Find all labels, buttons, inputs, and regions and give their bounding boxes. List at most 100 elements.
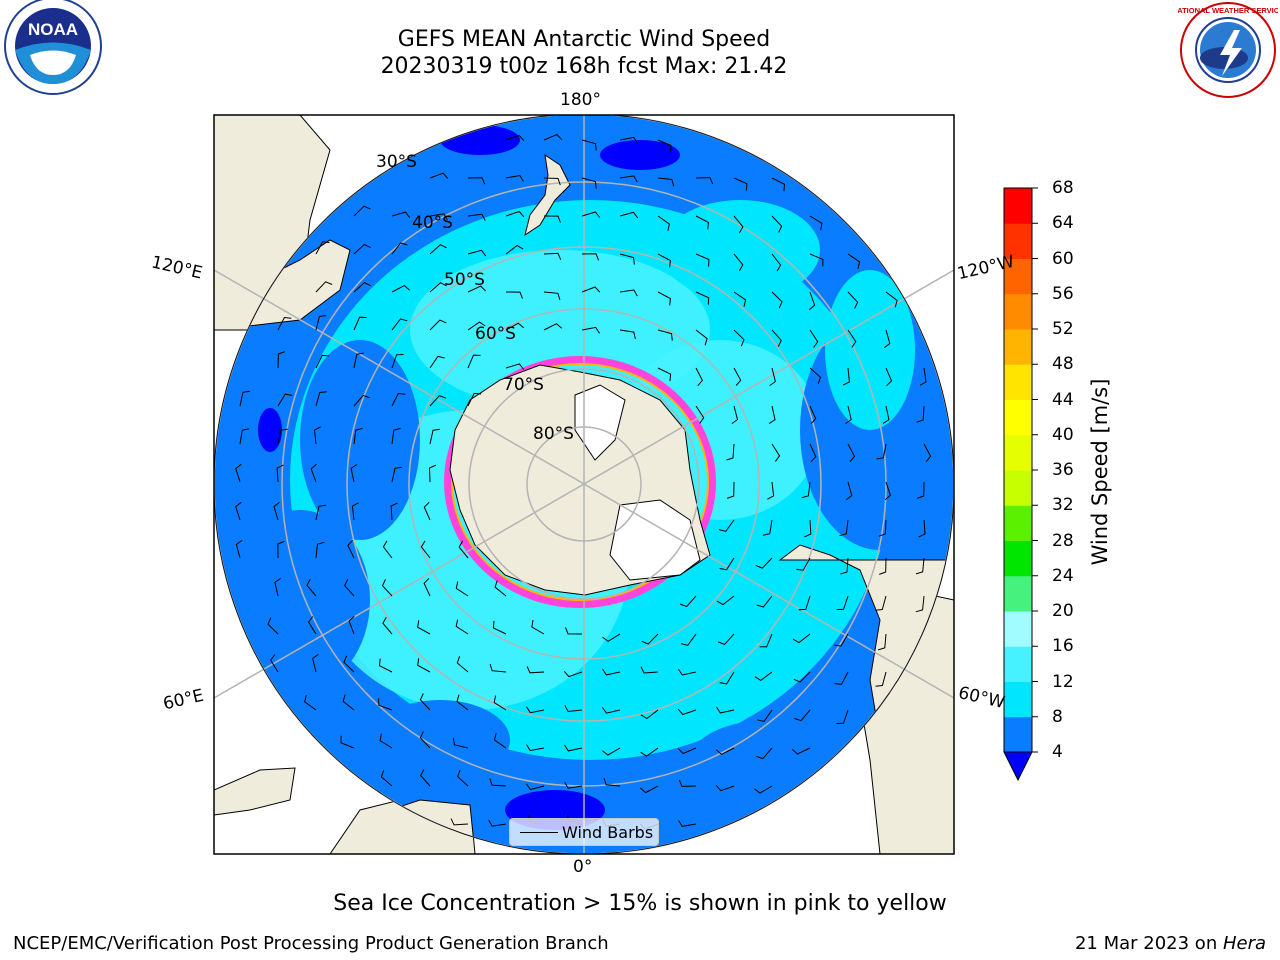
ice-shelf-weddell: [609, 499, 701, 581]
wind-barb: [603, 777, 621, 787]
wind-barb: [494, 580, 507, 597]
wind-barb: [796, 557, 811, 571]
wind-barb: [379, 733, 393, 749]
wind-barb: [467, 285, 487, 293]
wind-barb: [456, 694, 469, 711]
wind-barb: [801, 481, 811, 499]
wind-barb: [733, 367, 742, 386]
wind-barb: [390, 502, 398, 521]
wind-barb: [543, 291, 561, 301]
wind-barb: [793, 671, 811, 683]
wind-barb: [543, 323, 563, 331]
wind-barb: [492, 620, 507, 635]
wind-barb: [543, 252, 562, 261]
wind-barb: [878, 519, 887, 537]
wind-barb: [733, 291, 747, 307]
wind-barb: [315, 241, 330, 255]
wind-barb: [839, 519, 849, 537]
wind-barb: [429, 244, 447, 255]
wind-barb: [419, 693, 431, 711]
wind-barb: [429, 282, 447, 293]
wind-barb: [804, 519, 812, 538]
wind-barb: [277, 393, 293, 407]
wind-barb: [677, 708, 697, 716]
wind-barb: [657, 215, 670, 232]
wind-barb: [640, 747, 659, 757]
wind-barb: [809, 215, 823, 231]
wind-barb: [273, 501, 280, 521]
wind-barb: [717, 633, 735, 645]
colorbar: [1003, 187, 1038, 782]
wind-barb: [767, 481, 775, 500]
wind-barb: [809, 443, 817, 463]
colorbar-tick-label: 8: [1052, 706, 1063, 727]
wind-barb: [429, 319, 447, 331]
wind-barb: [809, 253, 824, 267]
wind-barb: [382, 540, 393, 559]
wind-barb: [657, 291, 671, 306]
wind-barb: [716, 595, 735, 606]
wind-barb: [762, 519, 773, 536]
wind-barb: [715, 784, 735, 792]
wind-barb: [267, 617, 279, 635]
sea-ice-note: Sea Ice Concentration > 15% is shown in …: [333, 891, 947, 916]
wind-barb: [840, 557, 849, 575]
colorbar-title: Wind Speed [m/s]: [1088, 378, 1112, 566]
colorbar-band: [1004, 434, 1032, 471]
wind-barb: [391, 392, 406, 407]
wind-barb: [640, 666, 659, 674]
wind-barb: [350, 464, 358, 483]
footer-date: 21 Mar 2023 on Hera: [1074, 933, 1266, 954]
map-legend: Wind Barbs: [509, 818, 659, 846]
wind-barb: [798, 595, 811, 611]
wind-barb: [619, 253, 635, 265]
wind-barb: [340, 735, 355, 749]
wind-barb: [564, 781, 583, 789]
wind-barb: [467, 213, 486, 221]
wind-barb: [791, 747, 811, 755]
wind-barb: [428, 464, 437, 483]
colorbar-band: [1004, 611, 1032, 647]
wind-barb: [695, 253, 710, 267]
wind-barb: [581, 139, 597, 151]
wind-barb: [754, 671, 773, 682]
wind-barb: [619, 175, 638, 183]
wind-barb: [239, 428, 250, 445]
wind-barb: [353, 316, 367, 331]
wind-barb: [455, 619, 469, 635]
wind-barb: [277, 316, 292, 331]
legend-line-icon: [520, 832, 558, 833]
colorbar-band: [1004, 223, 1032, 259]
wind-barb: [879, 557, 887, 575]
wind-barb: [680, 595, 697, 608]
wind-barb: [505, 291, 523, 299]
colorbar-tick-label: 28: [1052, 530, 1074, 551]
wind-barb: [619, 329, 636, 340]
wind-barb: [726, 481, 735, 499]
wind-barb: [315, 541, 325, 559]
colorbar-tick-label: 44: [1052, 389, 1074, 410]
colorbar-tick-label: 48: [1052, 354, 1074, 375]
wind-barb: [525, 783, 545, 791]
wind-barb: [353, 394, 370, 407]
lon-label-180: 180°: [560, 90, 601, 110]
colorbar-tick-label: 64: [1052, 213, 1074, 234]
wind-barb: [505, 244, 524, 255]
lat-label-30s: 30°S: [376, 152, 417, 172]
wind-barb: [716, 706, 735, 714]
wind-barb: [695, 367, 703, 387]
wind-barb: [277, 540, 285, 559]
wind-barb: [563, 670, 583, 678]
land-madagascar-outside: [214, 767, 296, 816]
wind-barb: [875, 595, 887, 611]
wind-barb: [380, 770, 393, 787]
wind-barb: [918, 519, 926, 538]
nws-logo-text: NATIONAL WEATHER SERVICE: [1178, 6, 1278, 15]
wind-barb: [429, 213, 448, 221]
wind-barb: [543, 215, 561, 223]
wind-barb: [429, 428, 440, 445]
wind-barb: [391, 285, 411, 293]
colorbar-band: [1004, 716, 1032, 753]
wind-barb: [526, 706, 545, 714]
colorbar-band: [1004, 575, 1032, 612]
